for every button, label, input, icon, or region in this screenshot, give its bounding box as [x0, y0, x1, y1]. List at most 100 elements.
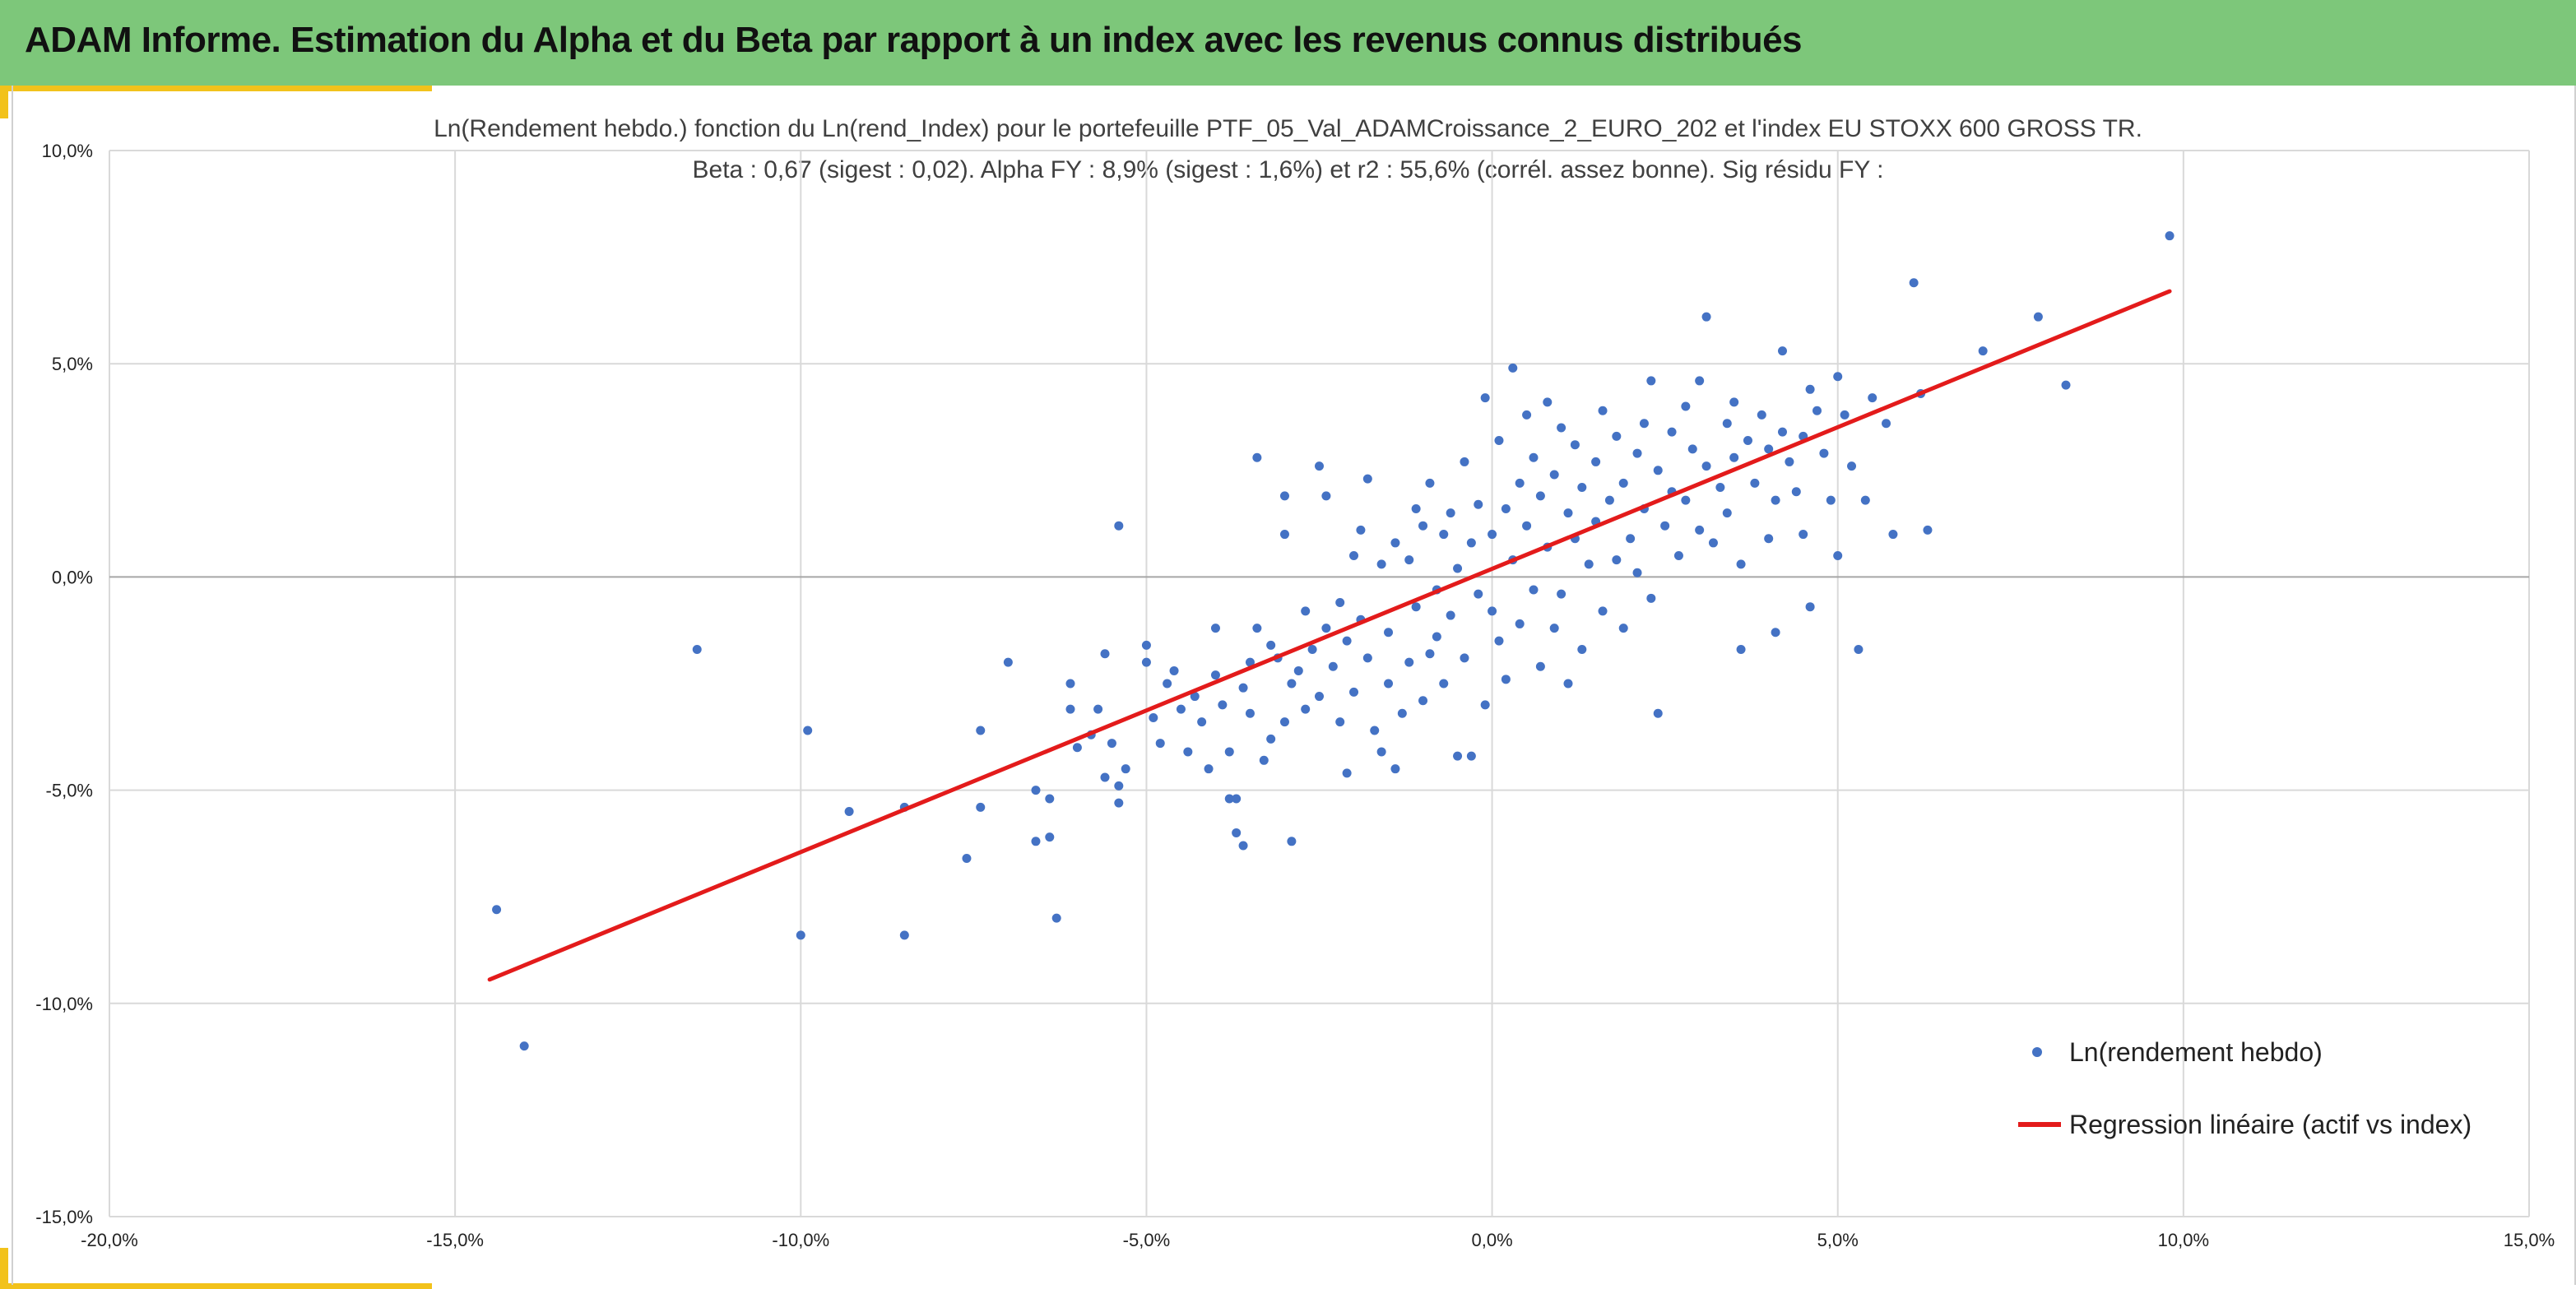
data-point	[803, 726, 813, 735]
data-point	[1100, 772, 1110, 782]
data-point	[1515, 619, 1525, 628]
data-point	[1681, 401, 1691, 411]
data-point	[976, 726, 986, 735]
data-point	[1397, 708, 1407, 718]
data-point	[1238, 683, 1248, 693]
data-point	[1232, 828, 1242, 837]
data-point	[1488, 606, 1497, 616]
data-point	[1882, 419, 1891, 429]
x-tick-label: -5,0%	[1123, 1230, 1170, 1250]
data-point	[1045, 794, 1055, 804]
data-point	[1072, 743, 1082, 753]
data-point	[1466, 538, 1476, 548]
data-point	[1404, 657, 1414, 667]
x-tick-label: 5,0%	[1817, 1230, 1859, 1250]
data-point	[1370, 726, 1380, 735]
x-tick-label: -20,0%	[81, 1230, 138, 1250]
data-point	[1847, 461, 1857, 471]
data-point	[1163, 679, 1172, 689]
data-point	[1335, 717, 1345, 727]
data-point	[1833, 550, 1843, 560]
data-point	[1695, 525, 1705, 535]
data-point	[1031, 786, 1041, 795]
data-point	[1321, 491, 1331, 501]
data-point	[1279, 717, 1289, 727]
data-point	[1618, 478, 1628, 488]
data-point	[1722, 508, 1732, 518]
legend-marker-scatter	[2032, 1047, 2042, 1057]
data-point	[1425, 649, 1435, 659]
data-point	[1141, 657, 1151, 667]
data-point	[1466, 751, 1476, 761]
data-point	[1757, 410, 1766, 420]
data-point	[1446, 610, 1455, 620]
data-point	[1777, 346, 1787, 356]
data-point	[1515, 478, 1525, 488]
data-point	[1238, 841, 1248, 851]
x-tick-label: 0,0%	[1471, 1230, 1512, 1250]
data-point	[519, 1041, 529, 1051]
data-point	[1293, 665, 1303, 675]
data-point	[1287, 679, 1297, 689]
data-point	[1328, 661, 1338, 671]
data-point	[1245, 708, 1255, 718]
data-point	[1598, 406, 1608, 415]
data-point	[1287, 837, 1297, 846]
data-point	[1750, 478, 1760, 488]
data-point	[1093, 704, 1103, 714]
data-point	[899, 930, 909, 940]
data-point	[692, 645, 702, 655]
data-point	[1183, 747, 1193, 757]
data-point	[1618, 624, 1628, 633]
data-point	[1557, 589, 1566, 599]
data-point	[1826, 495, 1836, 505]
data-point	[1833, 372, 1843, 382]
data-point	[1003, 657, 1013, 667]
y-tick-label: 5,0%	[52, 354, 93, 374]
x-tick-label: -10,0%	[772, 1230, 829, 1250]
data-point	[1245, 657, 1255, 667]
data-point	[1252, 624, 1262, 633]
data-point	[1736, 645, 1746, 655]
y-tick-label: -5,0%	[46, 781, 93, 801]
data-point	[1474, 499, 1483, 509]
data-point	[1577, 645, 1587, 655]
data-point	[1210, 624, 1220, 633]
data-point	[1868, 393, 1877, 403]
data-point	[1923, 525, 1933, 535]
data-point	[1446, 508, 1455, 518]
accent-left-bottom	[0, 1248, 8, 1289]
y-tick-label: 10,0%	[42, 141, 93, 161]
data-point	[1681, 495, 1691, 505]
data-point	[1522, 521, 1532, 531]
data-point	[1729, 452, 1739, 462]
data-point	[1785, 457, 1794, 466]
data-point	[1805, 602, 1815, 612]
data-point	[1708, 538, 1718, 548]
data-point	[492, 905, 502, 915]
data-point	[1743, 436, 1752, 446]
data-point	[1204, 764, 1214, 774]
data-point	[1764, 444, 1774, 454]
data-point	[1176, 704, 1186, 714]
data-point	[1522, 410, 1532, 420]
data-point	[1335, 598, 1345, 608]
data-point	[1114, 521, 1124, 531]
data-point	[844, 807, 854, 817]
accent-left-top	[0, 86, 8, 118]
data-point	[1474, 589, 1483, 599]
data-point	[1729, 397, 1739, 407]
data-point	[1031, 837, 1041, 846]
data-point	[1570, 440, 1580, 450]
page-title: ADAM Informe. Estimation du Alpha et du …	[25, 20, 1803, 60]
data-point	[1632, 568, 1642, 577]
data-point	[1549, 470, 1559, 480]
data-point	[1376, 747, 1386, 757]
data-point	[1488, 530, 1497, 540]
data-point	[1529, 585, 1539, 595]
data-point	[1764, 534, 1774, 544]
data-point	[1224, 747, 1234, 757]
data-point	[1543, 397, 1553, 407]
data-point	[1612, 555, 1622, 565]
